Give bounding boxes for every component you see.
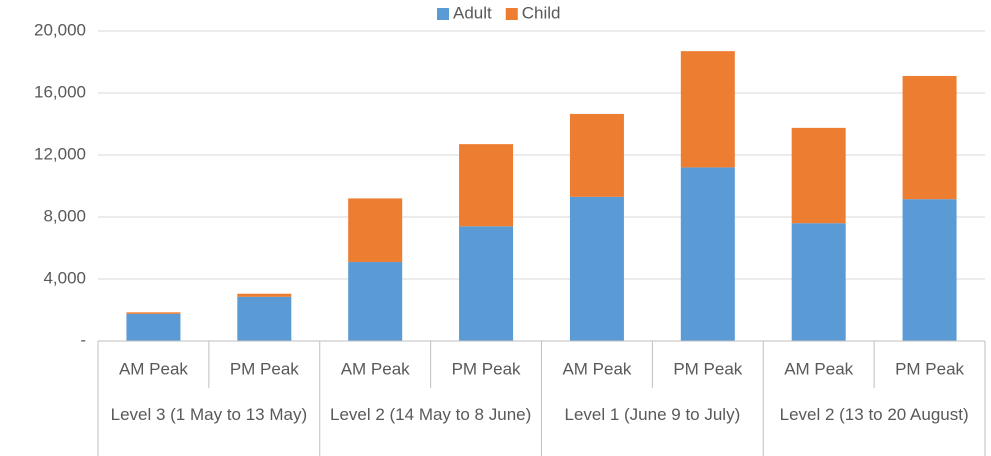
bar-segment: [237, 296, 292, 341]
bar-segment: [459, 144, 514, 227]
bar-segment: [680, 51, 735, 168]
bar-segment: [902, 75, 957, 200]
legend-swatch: [505, 8, 518, 20]
group-label: Level 1 (June 9 to July): [564, 405, 741, 424]
legend-label: Adult: [453, 3, 492, 22]
bar-segment: [126, 313, 181, 341]
group-label: Level 2 (14 May to 8 June): [329, 405, 532, 424]
bar-segment: [680, 167, 735, 341]
x-tick-label: PM Peak: [673, 359, 742, 378]
x-tick-label: PM Peak: [452, 359, 521, 378]
x-tick-label: AM Peak: [784, 359, 853, 378]
y-tick-label: 16,000: [34, 82, 86, 101]
bar-segment: [569, 196, 624, 341]
x-tick-label: PM Peak: [230, 359, 299, 378]
bar-segment: [348, 261, 403, 341]
bar-segment: [902, 199, 957, 341]
x-tick-label: AM Peak: [119, 359, 188, 378]
group-label: Level 2 (13 to 20 August): [779, 405, 969, 424]
legend-swatch: [437, 8, 449, 20]
group-label: Level 3 (1 May to 13 May): [110, 405, 308, 424]
bar-segment: [791, 127, 846, 224]
y-tick-label: 8,000: [43, 206, 86, 225]
y-tick-label: 20,000: [34, 20, 86, 39]
legend-label: Child: [522, 3, 561, 22]
bar-segment: [569, 113, 624, 197]
bar-segment: [126, 312, 181, 314]
x-tick-label: AM Peak: [562, 359, 631, 378]
y-tick-label: -: [80, 330, 86, 349]
y-tick-label: 4,000: [43, 268, 86, 287]
x-tick-label: AM Peak: [341, 359, 410, 378]
bar-segment: [348, 198, 403, 262]
bar-segment: [237, 293, 292, 297]
x-tick-label: PM Peak: [895, 359, 964, 378]
bar-segment: [791, 223, 846, 341]
y-tick-label: 12,000: [34, 144, 86, 163]
bar-segment: [459, 226, 514, 341]
